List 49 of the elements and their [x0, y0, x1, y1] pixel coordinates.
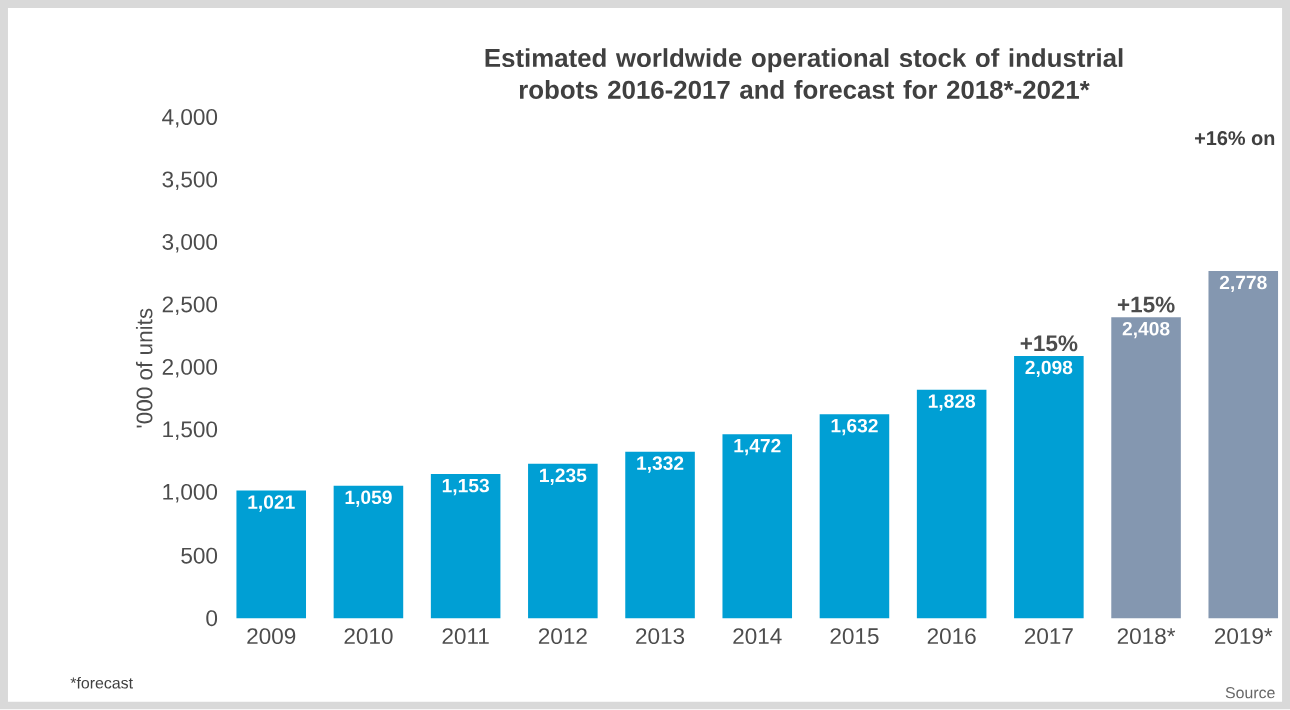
data-label: 1,235: [540, 468, 587, 486]
y-tick-label: 0: [206, 610, 218, 627]
x-tick-label: 2013: [636, 628, 685, 645]
bar: [236, 490, 307, 619]
x-tick-label: 2019*: [1214, 628, 1273, 645]
x-tick-label: 2015: [830, 628, 879, 645]
text: Source: [1225, 687, 1275, 699]
bar: [722, 434, 793, 619]
data-label: 2,408: [1122, 322, 1170, 339]
bar: [625, 451, 695, 619]
x-tick-label: 2018*: [1117, 628, 1176, 645]
annotation: +16% on: [1195, 131, 1275, 146]
bar: [528, 464, 598, 619]
y-tick-label: 3,500: [162, 171, 218, 191]
chart-title: Estimated worldwide operational stock of industrial robots 2016-2017 and forecast for 2018*-2021*: [485, 48, 1123, 100]
bar: [333, 486, 404, 619]
bar: [430, 474, 501, 619]
data-label: 2,098: [1025, 360, 1073, 378]
bar: [916, 389, 987, 619]
data-label: 1,828: [928, 394, 976, 411]
bar: [1208, 271, 1279, 619]
x-tick-label: 2009: [247, 628, 296, 645]
x-tick-label: 2016: [927, 628, 976, 645]
data-label: 1,059: [345, 490, 392, 508]
x-tick-label: 2012: [538, 628, 587, 645]
x-tick-label: 2017: [1024, 628, 1073, 645]
data-label: 1,153: [442, 478, 489, 496]
data-label: 1,021: [248, 495, 295, 512]
data-label: 2,778: [1219, 275, 1267, 293]
y-tick-label: 3,000: [162, 234, 218, 253]
y-axis-title: '000 of units: [135, 308, 153, 428]
y-tick-label: 2,500: [162, 296, 218, 316]
bar: [1111, 317, 1181, 619]
y-tick-label: 2,000: [162, 359, 218, 378]
annotation: +15%: [1020, 335, 1078, 352]
x-tick-label: 2014: [733, 628, 782, 645]
data-label: 1,472: [734, 439, 781, 456]
y-tick-label: 500: [181, 547, 218, 564]
x-tick-label: 2011: [442, 628, 489, 645]
data-label: 1,632: [831, 419, 878, 436]
data-label: 1,332: [637, 456, 684, 473]
x-tick-label: 2010: [344, 628, 393, 645]
y-tick-label: 1,500: [163, 421, 218, 441]
text: *forecast: [70, 677, 133, 689]
bar: [819, 414, 890, 619]
y-tick-label: 1,000: [163, 484, 218, 503]
annotation: +15%: [1117, 296, 1175, 313]
bar: [1014, 356, 1084, 619]
y-tick-label: 4,000: [162, 109, 218, 128]
